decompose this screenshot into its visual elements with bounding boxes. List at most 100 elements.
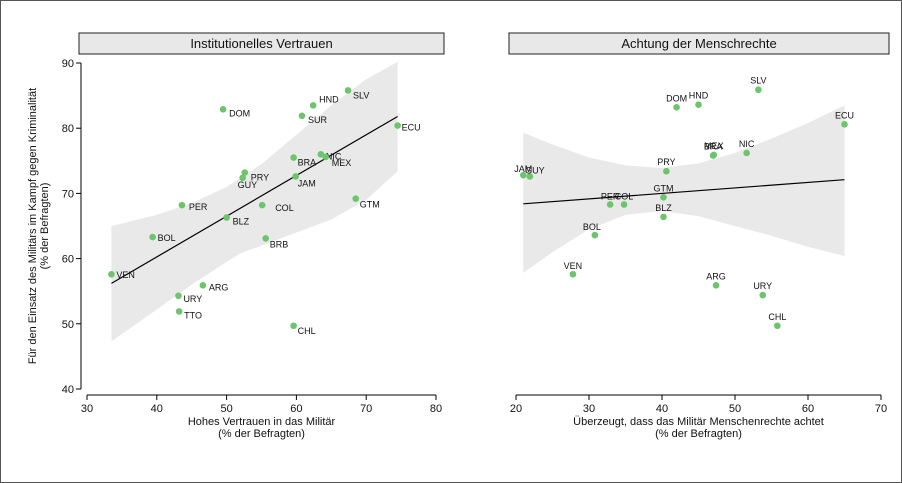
data-point [620, 201, 628, 208]
data-point [309, 102, 317, 109]
panel-1: Institutionelles Vertrauen 30 40 50 60 70 80 40… [62, 32, 445, 440]
data-point [759, 291, 767, 299]
x-tick-label: 80 [430, 403, 442, 415]
data-point [178, 201, 186, 209]
point-label: COL [275, 203, 294, 213]
data-point [219, 105, 227, 113]
x-tick-label: 60 [290, 403, 302, 415]
data-point [712, 282, 720, 289]
x-tick-label: 70 [875, 403, 887, 415]
data-point [673, 104, 680, 111]
point-label: VEN [116, 270, 135, 280]
x-axis-title: (% der Befragten) [218, 428, 305, 440]
data-point [569, 270, 577, 278]
x-tick-label: 40 [151, 403, 163, 415]
data-point [774, 322, 781, 330]
data-point [841, 120, 848, 128]
point-label: MEX [332, 158, 352, 168]
y-axis-title-line: Für den Einsatz des Militärs im Kampf ge… [27, 88, 39, 364]
panel-title: Institutionelles Vertrauen [190, 36, 332, 51]
data-point [258, 201, 266, 209]
data-point [520, 171, 527, 179]
point-label: CHL [768, 312, 786, 322]
point-label: PER [189, 202, 208, 212]
fit-line [523, 179, 845, 205]
data-point [322, 153, 330, 161]
point-label: ARG [706, 271, 726, 281]
data-point [290, 322, 297, 330]
point-label: MEX [704, 141, 724, 151]
point-label: BOL [158, 233, 176, 243]
data-point [108, 270, 115, 278]
point-label: BLZ [655, 203, 672, 213]
x-tick-label: 30 [583, 403, 595, 415]
y-axis-title: Für den Einsatz des Militärs im Kampf ge… [27, 88, 51, 364]
data-point [223, 214, 230, 221]
x-tick-label: 70 [360, 403, 372, 415]
data-point [175, 292, 182, 300]
point-label: VEN [564, 261, 583, 271]
y-tick-label: 90 [62, 58, 74, 70]
data-point [394, 122, 401, 129]
point-label: TTO [184, 310, 202, 320]
point-label: PRY [251, 173, 269, 183]
y-tick-label: 80 [62, 123, 74, 135]
point-label: COL [615, 191, 634, 201]
x-tick-label: 20 [510, 403, 522, 415]
data-point [660, 213, 667, 221]
y-tick-label: 40 [62, 384, 74, 396]
data-point [175, 308, 183, 315]
panel-title-strip [508, 32, 890, 55]
point-label: SUR [308, 115, 328, 125]
panel-title: Achtung der Menschrechte [621, 36, 776, 51]
data-point [199, 282, 207, 289]
point-label: GUY [238, 180, 258, 190]
point-label: URY [753, 281, 772, 291]
point-label: BRA [704, 142, 723, 152]
data-point [241, 169, 249, 176]
x-axis-title: (% der Befragten) [655, 428, 742, 440]
point-label: JAM [514, 164, 532, 174]
point-label: PER [601, 191, 620, 201]
data-point [591, 231, 599, 239]
panel-title-strip [78, 32, 445, 55]
point-label: GTM [653, 183, 673, 193]
point-label: NIC [326, 151, 342, 161]
data-point [663, 167, 670, 175]
fit-line [111, 115, 398, 284]
data-point [352, 195, 360, 202]
point-label: ARG [209, 282, 229, 292]
point-label: URY [183, 294, 202, 304]
point-label: SLV [750, 76, 766, 86]
point-label: BOL [583, 222, 601, 232]
point-label: NIC [739, 139, 755, 149]
x-axis-title: Überzeugt, dass das Militär Menschenrech… [573, 416, 824, 428]
data-point [317, 150, 325, 158]
point-label: ECU [402, 123, 421, 133]
point-label: SLV [353, 90, 369, 100]
data-point [660, 194, 667, 201]
point-label: PRY [657, 157, 675, 167]
point-label: BRA [298, 158, 317, 168]
data-point [239, 174, 246, 182]
confidence-band [111, 61, 398, 342]
point-label: GUY [525, 165, 545, 175]
y-tick-label: 70 [62, 188, 74, 200]
data-point [290, 154, 297, 161]
x-tick-label: 50 [729, 403, 741, 415]
x-tick-label: 40 [656, 403, 668, 415]
x-axis-title: Hohes Vertrauen in das Militär [188, 416, 336, 428]
data-point [526, 173, 534, 180]
y-axis-title-line: (% der Befragten) [39, 183, 51, 270]
point-label: GTM [360, 200, 380, 210]
data-point [710, 151, 718, 159]
x-tick-label: 60 [802, 403, 814, 415]
data-point [606, 201, 614, 208]
confidence-band [523, 105, 845, 273]
data-point [743, 149, 750, 157]
x-tick-label: 30 [81, 403, 93, 415]
panel-2: Achtung der Menschrechte 20 30 40 50 60 70 Über… [508, 32, 890, 440]
point-label: BLZ [233, 217, 250, 227]
point-label: HND [319, 94, 339, 104]
